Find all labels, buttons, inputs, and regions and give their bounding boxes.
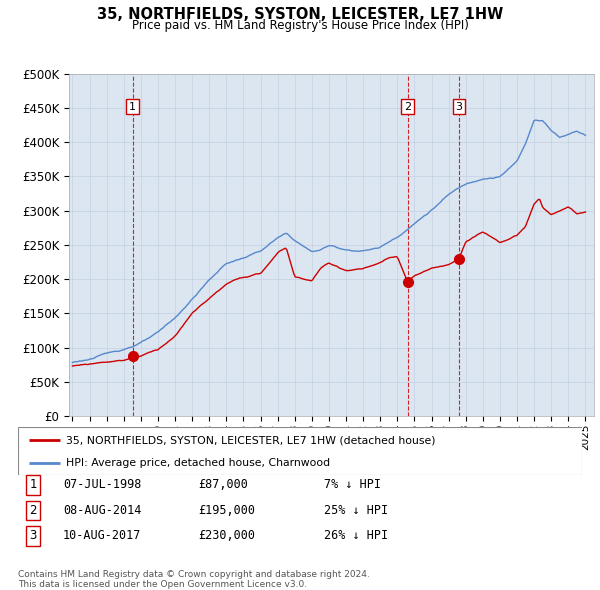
Text: 3: 3	[455, 101, 463, 112]
Text: 35, NORTHFIELDS, SYSTON, LEICESTER, LE7 1HW (detached house): 35, NORTHFIELDS, SYSTON, LEICESTER, LE7 …	[66, 435, 436, 445]
FancyBboxPatch shape	[18, 427, 582, 475]
Text: Contains HM Land Registry data © Crown copyright and database right 2024.
This d: Contains HM Land Registry data © Crown c…	[18, 570, 370, 589]
Text: 07-JUL-1998: 07-JUL-1998	[63, 478, 142, 491]
Text: 1: 1	[29, 478, 37, 491]
Text: 25% ↓ HPI: 25% ↓ HPI	[324, 504, 388, 517]
Text: 08-AUG-2014: 08-AUG-2014	[63, 504, 142, 517]
Text: £230,000: £230,000	[198, 529, 255, 542]
Text: 3: 3	[29, 529, 37, 542]
Text: 1: 1	[129, 101, 136, 112]
Text: 26% ↓ HPI: 26% ↓ HPI	[324, 529, 388, 542]
Text: 2: 2	[404, 101, 411, 112]
Text: £87,000: £87,000	[198, 478, 248, 491]
Text: Price paid vs. HM Land Registry's House Price Index (HPI): Price paid vs. HM Land Registry's House …	[131, 19, 469, 32]
Text: 35, NORTHFIELDS, SYSTON, LEICESTER, LE7 1HW: 35, NORTHFIELDS, SYSTON, LEICESTER, LE7 …	[97, 7, 503, 22]
Text: HPI: Average price, detached house, Charnwood: HPI: Average price, detached house, Char…	[66, 458, 330, 468]
Text: £195,000: £195,000	[198, 504, 255, 517]
Text: 2: 2	[29, 504, 37, 517]
Text: 7% ↓ HPI: 7% ↓ HPI	[324, 478, 381, 491]
Text: 10-AUG-2017: 10-AUG-2017	[63, 529, 142, 542]
